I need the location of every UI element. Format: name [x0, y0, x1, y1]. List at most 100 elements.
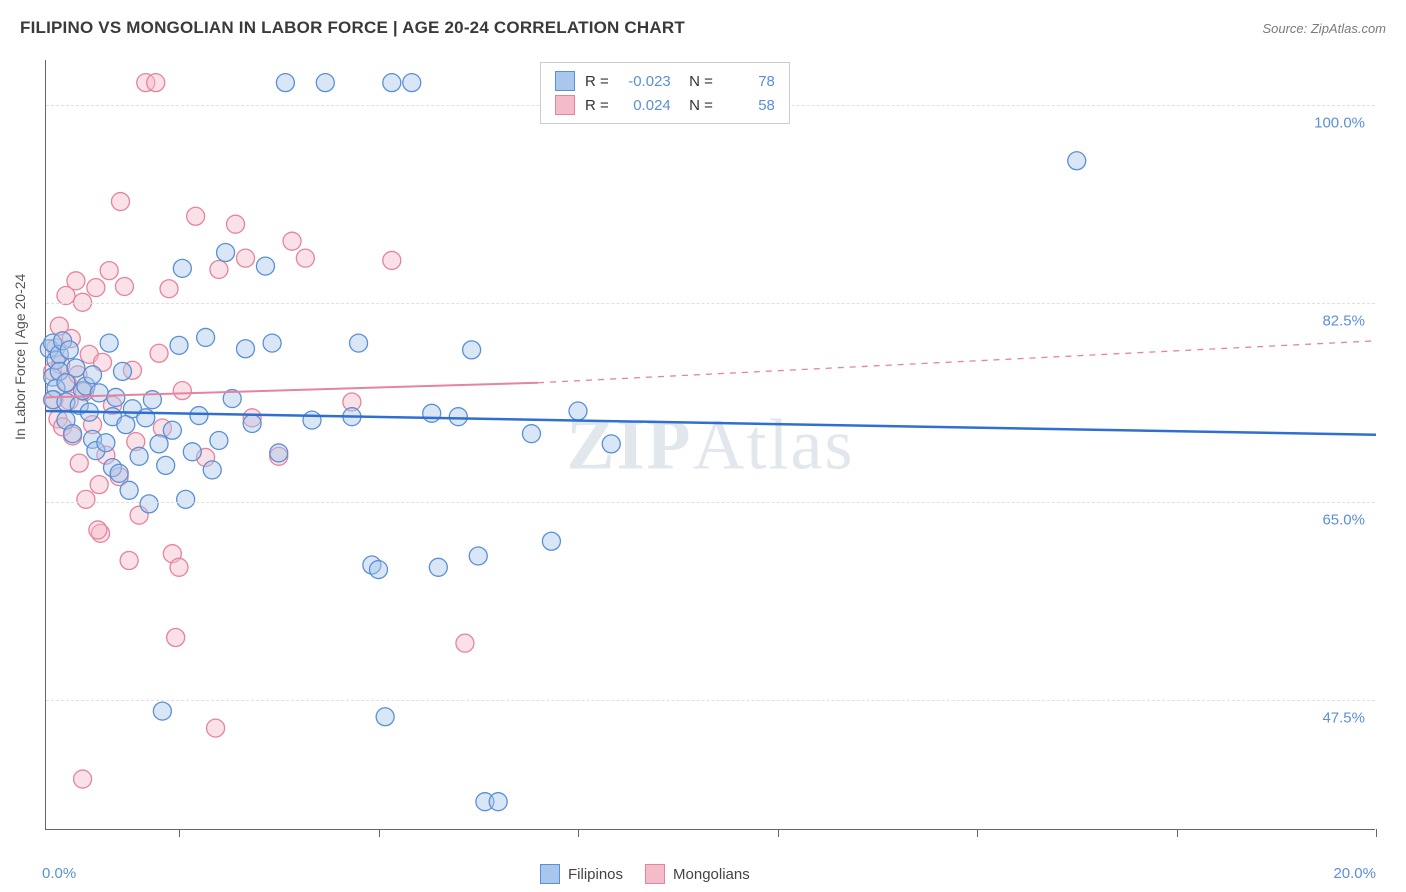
scatter-point	[210, 260, 228, 278]
gridline	[46, 303, 1375, 304]
scatter-point	[456, 634, 474, 652]
x-tick	[379, 829, 380, 837]
n-value-filipinos: 78	[723, 73, 775, 90]
scatter-point	[147, 74, 165, 92]
x-tick	[1376, 829, 1377, 837]
scatter-point	[449, 408, 467, 426]
scatter-point	[160, 280, 178, 298]
scatter-point	[243, 414, 261, 432]
scatter-point	[110, 464, 128, 482]
gridline	[46, 502, 1375, 503]
x-max-label: 20.0%	[1333, 865, 1376, 882]
source-label: Source: ZipAtlas.com	[1262, 21, 1386, 36]
scatter-point	[90, 384, 108, 402]
scatter-svg	[46, 60, 1375, 829]
plot-area: ZIPAtlas 47.5%65.0%82.5%100.0%	[45, 60, 1375, 830]
scatter-point	[197, 328, 215, 346]
x-tick	[179, 829, 180, 837]
scatter-point	[350, 334, 368, 352]
scatter-point	[256, 257, 274, 275]
gridline	[46, 700, 1375, 701]
x-tick	[1177, 829, 1178, 837]
legend-label-mongolians: Mongolians	[673, 866, 750, 883]
scatter-point	[383, 251, 401, 269]
r-label: R =	[585, 97, 609, 114]
scatter-point	[237, 340, 255, 358]
x-tick	[977, 829, 978, 837]
scatter-point	[1068, 152, 1086, 170]
scatter-point	[370, 561, 388, 579]
title-bar: FILIPINO VS MONGOLIAN IN LABOR FORCE | A…	[20, 18, 1386, 38]
correlation-legend: R = -0.023 N = 78 R = 0.024 N = 58	[540, 62, 790, 124]
scatter-point	[150, 344, 168, 362]
scatter-point	[187, 207, 205, 225]
scatter-point	[217, 244, 235, 262]
chart-title: FILIPINO VS MONGOLIAN IN LABOR FORCE | A…	[20, 18, 685, 38]
swatch-mongolians	[645, 864, 665, 884]
scatter-point	[90, 476, 108, 494]
scatter-point	[469, 547, 487, 565]
scatter-point	[74, 770, 92, 788]
scatter-point	[429, 558, 447, 576]
y-tick-label: 47.5%	[1322, 709, 1365, 726]
scatter-point	[130, 447, 148, 465]
scatter-point	[173, 259, 191, 277]
scatter-point	[100, 262, 118, 280]
scatter-point	[163, 421, 181, 439]
scatter-point	[383, 74, 401, 92]
y-axis-label: In Labor Force | Age 20-24	[12, 274, 28, 440]
scatter-point	[74, 293, 92, 311]
scatter-point	[67, 272, 85, 290]
scatter-point	[113, 362, 131, 380]
scatter-point	[463, 341, 481, 359]
scatter-point	[316, 74, 334, 92]
scatter-point	[64, 425, 82, 443]
scatter-point	[227, 215, 245, 233]
scatter-point	[522, 425, 540, 443]
scatter-point	[489, 793, 507, 811]
scatter-point	[569, 402, 587, 420]
x-tick	[778, 829, 779, 837]
r-value-filipinos: -0.023	[619, 73, 671, 90]
scatter-point	[173, 382, 191, 400]
scatter-point	[170, 558, 188, 576]
y-tick-label: 82.5%	[1322, 313, 1365, 330]
scatter-point	[210, 431, 228, 449]
swatch-mongolians	[555, 95, 575, 115]
x-min-label: 0.0%	[42, 865, 76, 882]
legend-item-mongolians: Mongolians	[645, 864, 750, 884]
scatter-point	[270, 444, 288, 462]
scatter-point	[170, 336, 188, 354]
scatter-point	[403, 74, 421, 92]
n-label: N =	[681, 97, 713, 114]
y-tick-label: 65.0%	[1322, 511, 1365, 528]
scatter-point	[283, 232, 301, 250]
n-value-mongolians: 58	[723, 97, 775, 114]
scatter-point	[87, 279, 105, 297]
scatter-point	[115, 277, 133, 295]
trend-line-mongolians-dashed	[538, 341, 1376, 383]
legend-label-filipinos: Filipinos	[568, 866, 623, 883]
scatter-point	[150, 435, 168, 453]
scatter-point	[602, 435, 620, 453]
scatter-point	[296, 249, 314, 267]
scatter-point	[140, 495, 158, 513]
scatter-point	[423, 404, 441, 422]
scatter-point	[157, 456, 175, 474]
scatter-point	[167, 629, 185, 647]
scatter-point	[84, 366, 102, 384]
scatter-point	[177, 490, 195, 508]
series-legend: Filipinos Mongolians	[540, 864, 750, 884]
scatter-point	[77, 490, 95, 508]
scatter-point	[276, 74, 294, 92]
scatter-point	[153, 702, 171, 720]
scatter-point	[107, 388, 125, 406]
r-label: R =	[585, 73, 609, 90]
scatter-point	[190, 407, 208, 425]
scatter-point	[111, 193, 129, 211]
legend-row-mongolians: R = 0.024 N = 58	[555, 95, 775, 115]
scatter-point	[60, 341, 78, 359]
scatter-point	[89, 521, 107, 539]
scatter-point	[120, 481, 138, 499]
scatter-point	[207, 719, 225, 737]
